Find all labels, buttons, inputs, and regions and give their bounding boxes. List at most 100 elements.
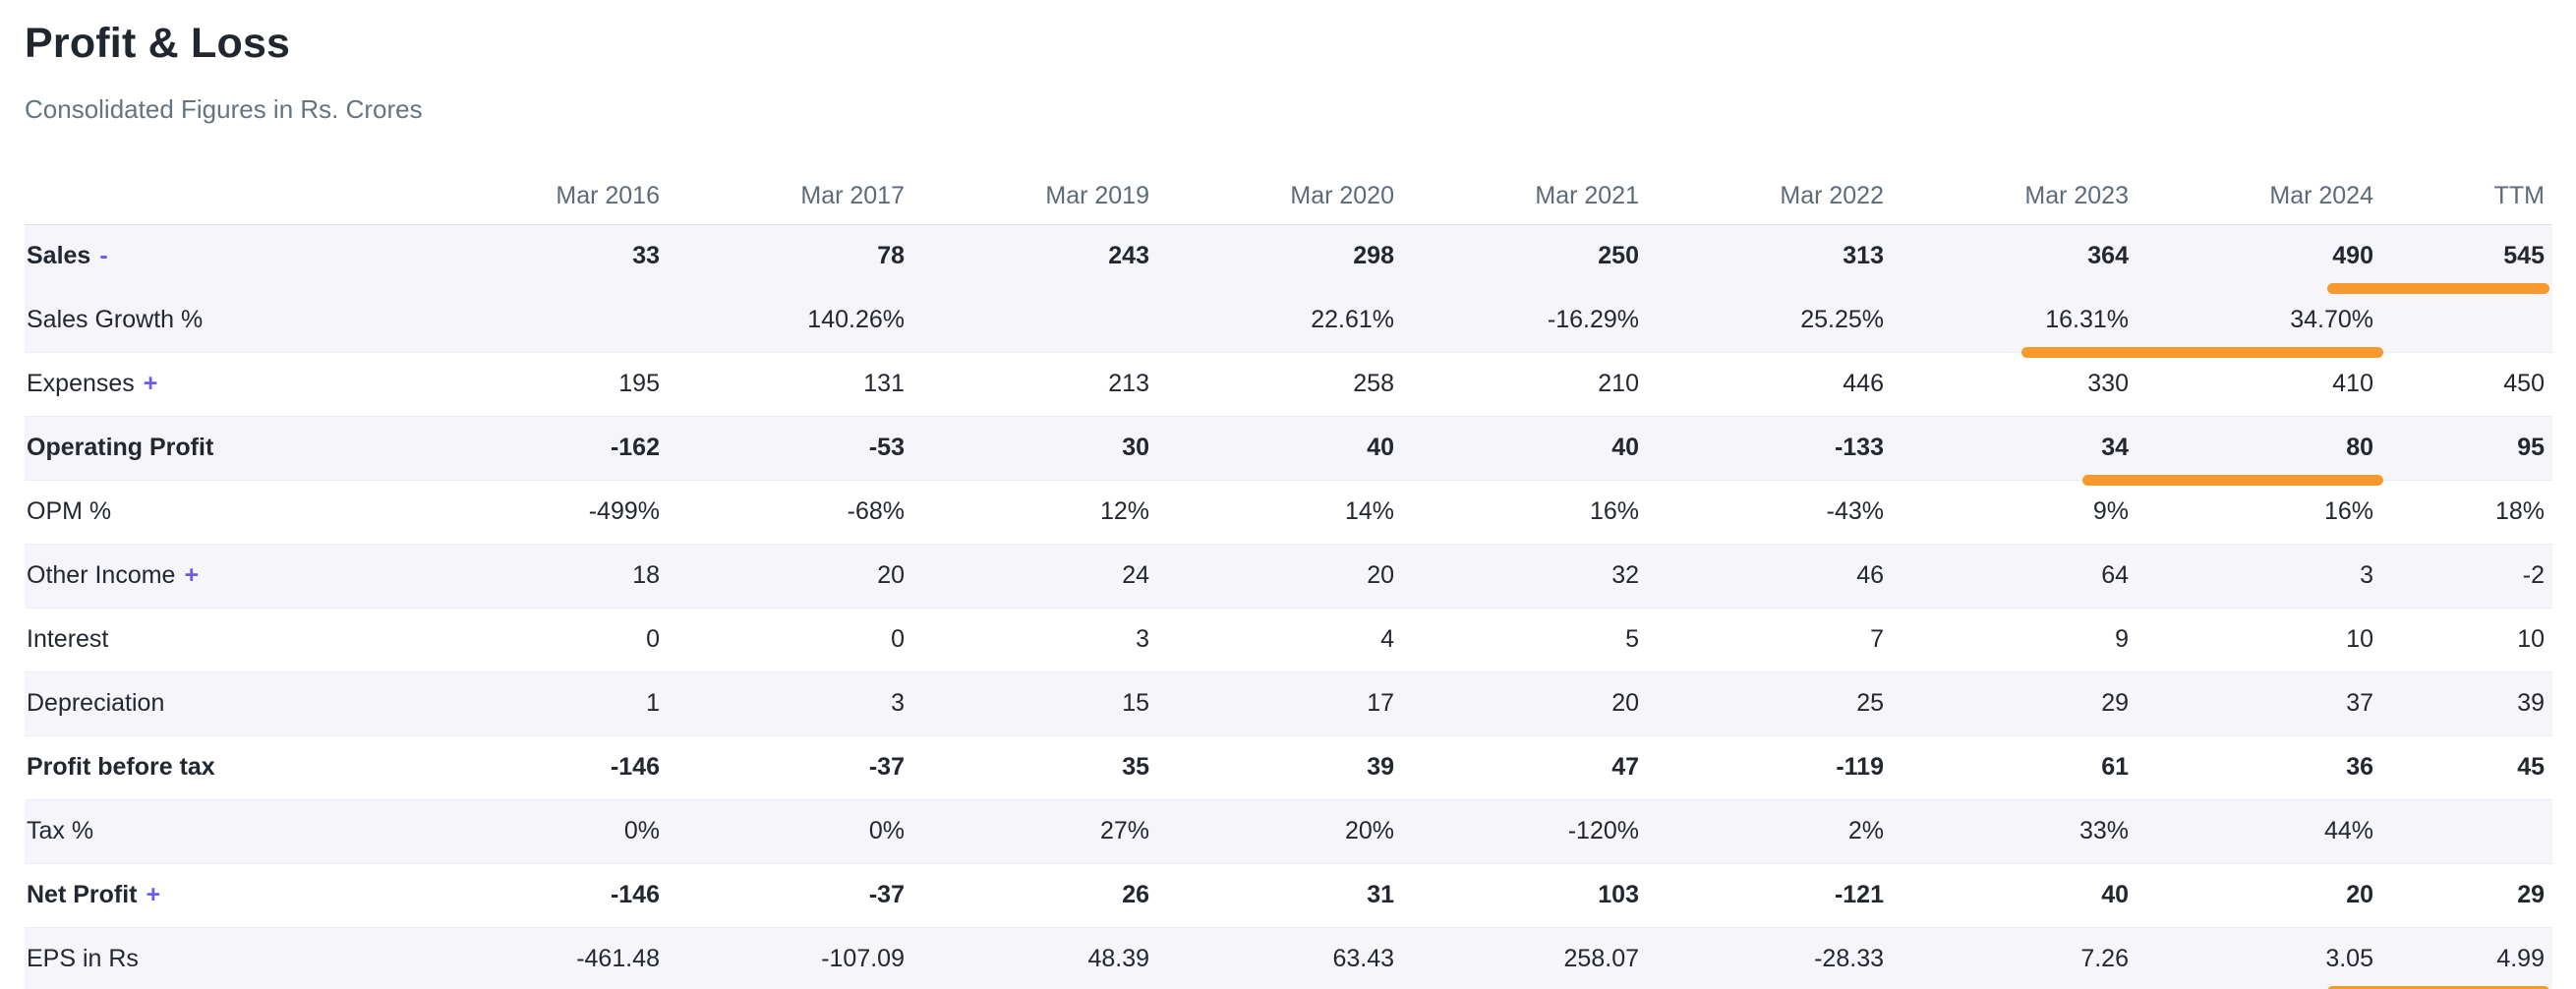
column-header: Mar 2019 (912, 169, 1157, 225)
cell-highlighted: 4.99 (2380, 927, 2552, 989)
cell: 25 (1856, 689, 1884, 717)
cell: 40 (2101, 881, 2129, 908)
cell: 26 (1122, 881, 1149, 908)
cell: -43% (1826, 497, 1884, 525)
cell: 9 (2115, 625, 2129, 653)
cell: 10 (2517, 625, 2545, 653)
cell: 47 (1611, 753, 1639, 781)
cell: 33 (632, 242, 660, 270)
table-row-opm: OPM % -499% -68% 12% 14% 16% -43% 9% 16%… (25, 480, 2552, 544)
cell: -28.33 (1814, 945, 1884, 973)
section-subtitle: Consolidated Figures in Rs. Crores (25, 94, 423, 124)
row-label: Operating Profit (27, 434, 214, 461)
cell: 250 (1598, 242, 1639, 270)
cell: -146 (610, 753, 660, 781)
row-label: Net Profit (27, 881, 138, 908)
table-row-sales: Sales - 33 78 243 298 250 313 364 490 545 (25, 224, 2552, 294)
table-row-operating-profit: Operating Profit -162 -53 30 40 40 -133 … (25, 416, 2552, 485)
column-header: Mar 2020 (1157, 169, 1402, 225)
cell: 0 (891, 625, 905, 653)
row-label: Tax % (27, 817, 94, 844)
expand-toggle[interactable]: + (143, 370, 158, 397)
cell: 63.43 (1332, 945, 1394, 973)
row-label: EPS in Rs (27, 945, 139, 973)
table-row-interest: Interest 0 0 3 4 5 7 9 10 10 (25, 608, 2552, 671)
table-row-net-profit: Net Profit + -146 -37 26 31 103 -121 40 2… (25, 863, 2552, 927)
cell: 195 (618, 370, 660, 397)
cell: 140.26% (807, 305, 905, 333)
row-label: Interest (27, 625, 109, 653)
cell: 17 (1367, 689, 1394, 717)
cell: 40 (1611, 434, 1639, 461)
cell: 10 (2346, 625, 2373, 653)
cell: -107.09 (821, 945, 905, 973)
cell: 32 (1611, 561, 1639, 589)
cell: 243 (1108, 242, 1149, 270)
header-row: Mar 2016 Mar 2017 Mar 2019 Mar 2020 Mar … (25, 169, 2552, 225)
cell: 5 (1625, 625, 1639, 653)
cell: 39 (2517, 689, 2545, 717)
column-header: Mar 2017 (668, 169, 912, 225)
cell: -68% (847, 497, 905, 525)
cell: 2% (1847, 817, 1884, 844)
cell: 20 (2346, 881, 2373, 908)
cell: -461.48 (576, 945, 660, 973)
cell (423, 288, 668, 352)
cell: 410 (2332, 370, 2373, 397)
cell: -162 (610, 434, 660, 461)
cell: 29 (2517, 881, 2545, 908)
column-header: Mar 2021 (1402, 169, 1647, 225)
cell-highlighted: 34 (1892, 416, 2138, 485)
cell: 258.07 (1563, 945, 1639, 973)
expand-toggle[interactable]: + (146, 881, 161, 908)
cell: 16% (2323, 497, 2373, 525)
cell: 61 (2101, 753, 2129, 781)
row-label: Depreciation (27, 689, 165, 717)
cell: 95 (2517, 434, 2545, 461)
cell: 0% (623, 817, 660, 844)
cell: 46 (1856, 561, 1884, 589)
cell-highlighted: 490 (2137, 224, 2383, 294)
cell: -37 (868, 753, 905, 781)
row-label: Profit before tax (27, 753, 215, 781)
cell: -16.29% (1547, 305, 1639, 333)
cell-highlighted: 3.05 (2137, 927, 2383, 989)
cell: 29 (2101, 689, 2129, 717)
cell: 44% (2323, 817, 2373, 844)
cell: -499% (588, 497, 660, 525)
cell: 25.25% (1800, 305, 1884, 333)
cell: 64 (2101, 561, 2129, 589)
cell: 31 (1367, 881, 1394, 908)
cell: 313 (1843, 242, 1884, 270)
table-row-tax: Tax % 0% 0% 27% 20% -120% 2% 33% 44% (25, 799, 2552, 863)
expand-toggle[interactable]: + (184, 561, 200, 589)
row-label: Other Income (27, 561, 176, 589)
cell: 0 (646, 625, 660, 653)
cell: 0% (868, 817, 905, 844)
cell: 78 (877, 242, 905, 270)
row-label: Sales Growth % (27, 305, 204, 333)
column-header-blank (25, 169, 423, 225)
cell: 3 (891, 689, 905, 717)
cell: -2 (2522, 561, 2545, 589)
table-row-other-income: Other Income + 18 20 24 20 32 46 64 3 -2 (25, 544, 2552, 608)
profit-loss-table: Mar 2016 Mar 2017 Mar 2019 Mar 2020 Mar … (25, 169, 2552, 989)
table-row-profit-before-tax: Profit before tax -146 -37 35 39 47 -119… (25, 735, 2552, 799)
cell-highlighted: 80 (2136, 416, 2383, 485)
cell: 40 (1367, 434, 1394, 461)
section-title: Profit & Loss (25, 20, 291, 67)
collapse-toggle[interactable]: - (99, 242, 108, 270)
cell: 450 (2503, 370, 2545, 397)
cell: 20 (1367, 561, 1394, 589)
cell: 9% (2092, 497, 2129, 525)
cell (912, 288, 1157, 352)
cell: 258 (1353, 370, 1394, 397)
cell: 14% (1344, 497, 1394, 525)
cell: 27% (1099, 817, 1149, 844)
cell-highlighted: 545 (2380, 224, 2552, 294)
cell: 48.39 (1087, 945, 1149, 973)
cell: -146 (610, 881, 660, 908)
row-label: Expenses (27, 370, 135, 397)
cell-highlighted: 16.31% (1892, 288, 2137, 358)
